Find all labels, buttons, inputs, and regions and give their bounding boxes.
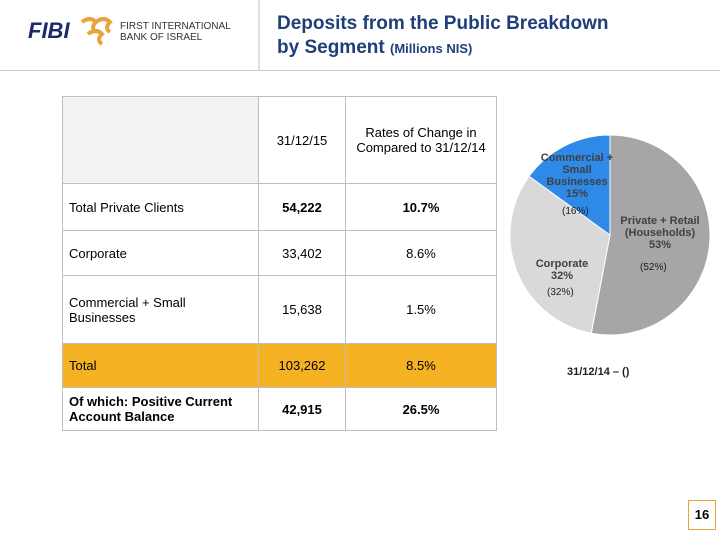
title-line1: Deposits from the Public Breakdown (277, 13, 609, 34)
pie-slice (590, 134, 711, 336)
cell: 33,402 (258, 230, 346, 276)
logo: FIBI (28, 18, 70, 43)
slice-name: Corporate (535, 258, 589, 270)
logo-mark (80, 17, 113, 46)
cell: 42,915 (258, 387, 346, 431)
header-divider (258, 0, 260, 70)
title-unit: (Millions NIS) (389, 41, 473, 56)
bank-name: FIRST INTERNATIONAL BANK OF ISRAEL (120, 21, 231, 43)
pie-slice (528, 134, 611, 236)
slice-previous: (52%) (640, 262, 667, 273)
row-label: Commercial + Small Businesses (62, 275, 259, 344)
title-line2: by Segment (Millions NIS) (277, 36, 609, 61)
bank-name-2: BANK OF ISRAEL (120, 32, 203, 43)
cell: 26.5% (345, 387, 497, 431)
row-label: Corporate (62, 230, 259, 276)
data-table: 31/12/15 Rates of Change in Compared to 3… (62, 96, 497, 431)
cell: 15,638 (258, 275, 346, 344)
table-row: Of which: Positive Current Account Balan… (62, 387, 497, 431)
cell: 8.5% (345, 343, 497, 388)
slice-value: 53% (648, 239, 672, 251)
table-row: Total 103,262 8.5% (62, 343, 497, 388)
bank-name-1: FIRST INTERNATIONAL (120, 21, 231, 32)
column-header: Rates of Change in Compared to 31/12/14 (345, 96, 497, 184)
header-row: 31/12/15 Rates of Change in Compared to 3… (62, 96, 497, 184)
table-row: Total Private Clients 54,222 10.7% (62, 183, 497, 231)
row-label: Of which: Positive Current Account Balan… (62, 387, 259, 431)
column-header: 31/12/15 (258, 96, 346, 184)
slice-name: Commercial + Small Businesses (540, 152, 614, 188)
slice-label: Commercial + Small Businesses 15% (537, 152, 617, 200)
title: Deposits from the Public Breakdown by Se… (277, 12, 609, 61)
slice-previous: (16%) (562, 206, 589, 217)
pie-slice (509, 175, 611, 334)
slice-value: 15% (565, 188, 589, 200)
column-header (62, 96, 259, 184)
cell: 54,222 (258, 183, 346, 231)
slice-label: Private + Retail (Households) 53% (615, 215, 705, 251)
table-row: Corporate 33,402 8.6% (62, 230, 497, 276)
cell: 10.7% (345, 183, 497, 231)
slice-label: Corporate 32% (527, 258, 597, 282)
cell: 1.5% (345, 275, 497, 344)
row-label: Total (62, 343, 259, 388)
slice-previous: (32%) (547, 287, 574, 298)
cell: 103,262 (258, 343, 346, 388)
header-rule (0, 70, 720, 71)
page-number: 16 (688, 500, 716, 530)
pie-caption: 31/12/14 – () (567, 366, 630, 378)
row-label: Total Private Clients (62, 183, 259, 231)
slice-name: Private + Retail (Households) (620, 215, 700, 239)
title-seg: by Segment (277, 37, 385, 58)
slice-value: 32% (550, 270, 574, 282)
cell: 8.6% (345, 230, 497, 276)
table-row: Commercial + Small Businesses 15,638 1.5% (62, 275, 497, 344)
pie-chart (509, 134, 711, 336)
